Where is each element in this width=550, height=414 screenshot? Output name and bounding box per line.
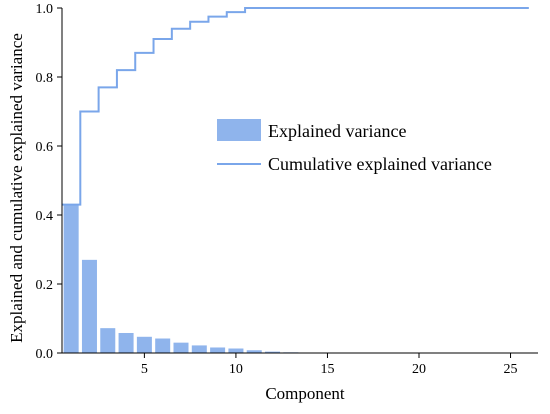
bar-component-4: [119, 333, 134, 353]
bar-component-3: [100, 328, 115, 353]
x-tick-label-25: 25: [504, 362, 518, 377]
ticks-layer: 5 10 15 20 25 0.0 0.2 0.4 0.6 0.8 1.0: [36, 2, 518, 377]
y-tick-label-3: 0.6: [36, 140, 54, 155]
legend-bar-swatch: [217, 119, 261, 141]
bar-component-2: [82, 260, 97, 353]
y-tick-label-2: 0.4: [36, 209, 54, 224]
x-axis-title: Component: [265, 384, 345, 403]
bar-component-6: [155, 339, 170, 353]
legend: Explained variance Cumulative explained …: [217, 119, 492, 174]
legend-bar-label: Explained variance: [268, 121, 406, 141]
bar-component-10: [228, 349, 243, 353]
x-tick-label-15: 15: [320, 362, 334, 377]
bar-component-8: [192, 345, 207, 353]
bar-component-9: [210, 347, 225, 353]
x-tick-label-20: 20: [412, 362, 426, 377]
bar-component-1: [64, 205, 79, 353]
y-tick-label-1: 0.2: [36, 278, 54, 293]
x-tick-label-10: 10: [229, 362, 243, 377]
x-tick-label-5: 5: [141, 362, 148, 377]
y-tick-label-5: 1.0: [36, 2, 54, 17]
y-tick-label-4: 0.8: [36, 71, 54, 86]
bar-component-5: [137, 337, 152, 353]
y-tick-label-0: 0.0: [36, 347, 54, 362]
y-axis-title: Explained and cumulative explained varia…: [7, 33, 26, 343]
axes-layer: [62, 8, 538, 353]
line-layer: [62, 8, 529, 205]
legend-line-label: Cumulative explained variance: [268, 154, 492, 174]
bar-component-7: [173, 343, 188, 353]
cumulative-variance-line: [62, 8, 529, 205]
bars-layer: [64, 205, 335, 353]
